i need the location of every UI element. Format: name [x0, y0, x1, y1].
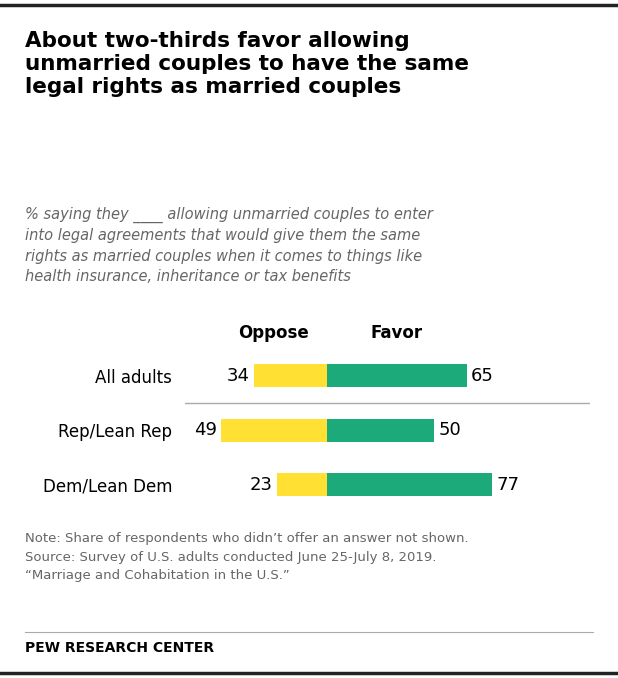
Bar [327, 419, 434, 441]
Text: 50: 50 [438, 421, 461, 439]
Text: % saying they ____ allowing unmarried couples to enter
into legal agreements tha: % saying they ____ allowing unmarried co… [25, 207, 433, 284]
Text: 49: 49 [194, 421, 217, 439]
Text: Favor: Favor [371, 324, 423, 342]
Text: 77: 77 [496, 476, 520, 494]
Text: 34: 34 [226, 367, 250, 385]
Text: About two-thirds favor allowing
unmarried couples to have the same
legal rights : About two-thirds favor allowing unmarrie… [25, 31, 468, 97]
Bar [327, 364, 467, 387]
Text: Oppose: Oppose [239, 324, 310, 342]
Bar [221, 419, 327, 441]
Bar [253, 364, 327, 387]
Text: 65: 65 [471, 367, 494, 385]
Text: PEW RESEARCH CENTER: PEW RESEARCH CENTER [25, 641, 214, 655]
Bar [327, 473, 493, 496]
Bar [277, 473, 327, 496]
Text: Note: Share of respondents who didn’t offer an answer not shown.
Source: Survey : Note: Share of respondents who didn’t of… [25, 532, 468, 582]
Text: 23: 23 [250, 476, 273, 494]
